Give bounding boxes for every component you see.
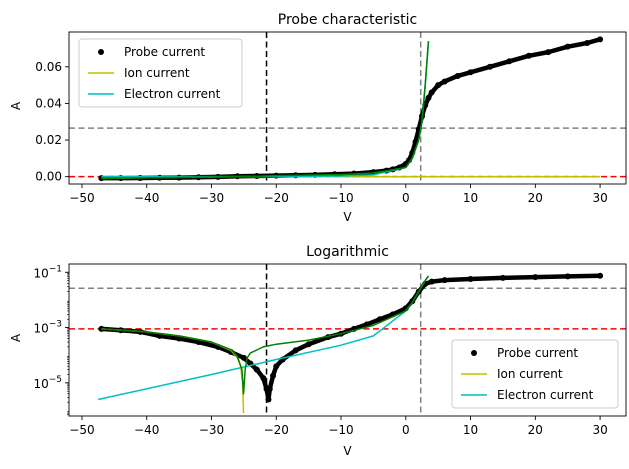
- y-tick-label: 0.02: [35, 133, 62, 147]
- probe-current-point: [532, 274, 539, 281]
- x-tick-label: 10: [463, 191, 478, 205]
- x-tick-label: 0: [402, 423, 410, 437]
- legend-label-electron-current: Electron current: [124, 87, 221, 101]
- x-tick-label: 20: [528, 423, 543, 437]
- legend-label-electron-current: Electron current: [497, 388, 594, 402]
- fit-line: [101, 275, 430, 395]
- x-tick-label: 30: [592, 191, 607, 205]
- probe-current-point: [428, 89, 435, 96]
- probe-current-point: [435, 82, 442, 89]
- x-axis-label: V: [343, 210, 352, 224]
- x-tick-label: 10: [463, 423, 478, 437]
- probe-characteristic-panel: Probe characteristic A V −50 −40 −30 −20 −10…: [9, 12, 627, 224]
- probe-current-point: [486, 63, 493, 70]
- probe-current-point: [253, 366, 260, 373]
- legend-label-probe-current: Probe current: [497, 346, 578, 360]
- chart-title: Logarithmic: [306, 244, 389, 260]
- probe-current-point: [467, 276, 474, 283]
- probe-current-point: [525, 52, 532, 59]
- legend-label-probe-current: Probe current: [124, 45, 205, 59]
- x-tick-label: −50: [69, 423, 94, 437]
- x-tick-label: −20: [264, 191, 289, 205]
- probe-current-point: [597, 272, 604, 279]
- x-tick-label: −30: [199, 191, 224, 205]
- legend-box: [451, 339, 619, 409]
- y-tick-label: 10−1: [33, 264, 62, 280]
- probe-current-point: [467, 69, 474, 76]
- legend-marker-probe-current: [98, 49, 104, 55]
- x-tick-label: 20: [528, 191, 543, 205]
- probe-current-point: [305, 341, 312, 348]
- legend-label-ion-current: Ion current: [124, 66, 190, 80]
- y-tick-label: 10−3: [33, 320, 62, 336]
- chart-title: Probe characteristic: [278, 12, 417, 28]
- probe-current-point: [564, 273, 571, 280]
- probe-current-point: [376, 316, 383, 323]
- probe-current-point: [441, 277, 448, 284]
- y-tick-label: 10−5: [33, 375, 62, 391]
- legend: Probe current Ion current Electron current: [451, 339, 619, 409]
- probe-current-point: [273, 363, 280, 370]
- ion-current-line: [101, 328, 245, 414]
- probe-current-point: [428, 278, 435, 285]
- probe-current-point: [176, 335, 183, 342]
- probe-current-point: [564, 43, 571, 50]
- y-tick-label: 0.04: [35, 96, 62, 110]
- probe-current-point: [545, 49, 552, 56]
- probe-current-point: [425, 94, 432, 101]
- x-tick-label: 30: [592, 423, 607, 437]
- legend-marker-probe-current: [471, 350, 477, 356]
- probe-current-point: [265, 396, 272, 403]
- probe-current-point: [260, 374, 267, 381]
- logarithmic-panel: Logarithmic A V −50 −40 −30 −20 −10 0 10 20 30 10…: [9, 244, 627, 458]
- plot-area: [69, 32, 626, 184]
- legend: Probe current Ion current Electron current: [78, 38, 243, 108]
- axes-frame: [68, 31, 627, 185]
- x-tick-label: −10: [328, 191, 353, 205]
- axes-frame: [68, 263, 627, 417]
- y-axis-label: A: [9, 333, 23, 342]
- probe-current-point: [266, 385, 273, 392]
- x-axis-label: V: [343, 444, 352, 458]
- probe-current-point: [270, 372, 277, 379]
- probe-current-point: [597, 36, 604, 43]
- probe-current-point: [292, 347, 299, 354]
- x-tick-label: −10: [328, 423, 353, 437]
- x-tick-label: −50: [69, 191, 94, 205]
- x-tick-label: 0: [402, 191, 410, 205]
- probe-current-point: [506, 58, 513, 65]
- x-tick-label: −20: [264, 423, 289, 437]
- probe-current-point: [240, 354, 247, 361]
- legend-box: [78, 38, 243, 108]
- plot-area: [69, 264, 626, 416]
- y-tick-label: 0.00: [35, 170, 62, 184]
- probe-current-point: [584, 39, 591, 46]
- fit-line: [101, 41, 430, 180]
- y-axis-label: A: [9, 101, 23, 110]
- legend-label-ion-current: Ion current: [497, 367, 563, 381]
- y-tick-label: 0.06: [35, 60, 62, 74]
- probe-current-point: [499, 274, 506, 281]
- probe-current-point: [454, 72, 461, 79]
- x-tick-label: −40: [134, 191, 159, 205]
- x-tick-label: −30: [199, 423, 224, 437]
- x-tick-label: −40: [134, 423, 159, 437]
- probe-current-point: [441, 78, 448, 85]
